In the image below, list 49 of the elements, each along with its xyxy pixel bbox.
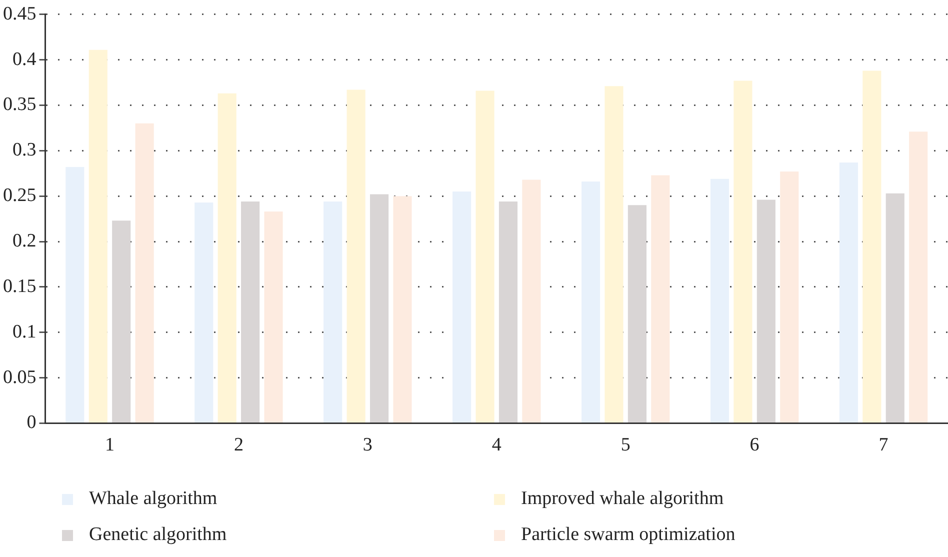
bar bbox=[604, 86, 624, 422]
bar bbox=[909, 132, 928, 422]
bar bbox=[780, 172, 799, 422]
bar bbox=[862, 70, 882, 422]
y-tick-label: 0.4 bbox=[12, 48, 37, 70]
bar bbox=[839, 162, 858, 422]
bar bbox=[393, 196, 412, 422]
bar bbox=[476, 90, 494, 422]
y-tick-label: 0.35 bbox=[3, 94, 36, 116]
legend-label: Genetic algorithm bbox=[89, 524, 227, 546]
bar bbox=[651, 175, 670, 422]
y-tick-label: 0.25 bbox=[3, 185, 36, 206]
bar bbox=[112, 220, 131, 422]
x-tick-label: 5 bbox=[620, 434, 630, 456]
y-tick-label: 0.05 bbox=[3, 366, 36, 388]
y-tick-label: 0.15 bbox=[3, 276, 36, 297]
bar bbox=[66, 167, 84, 422]
y-tick-label: 0.1 bbox=[12, 321, 36, 342]
legend-label: Improved whale algorithm bbox=[521, 488, 724, 510]
x-tick-label: 4 bbox=[492, 434, 502, 456]
bar bbox=[324, 202, 342, 422]
x-tick-label: 3 bbox=[362, 434, 372, 456]
x-tick-label: 6 bbox=[750, 434, 760, 456]
bar bbox=[522, 180, 541, 422]
bar bbox=[264, 212, 283, 422]
bar bbox=[710, 178, 730, 422]
legend-label: Particle swarm optimization bbox=[521, 524, 736, 546]
x-tick-label: 1 bbox=[104, 434, 114, 456]
bar bbox=[194, 202, 214, 422]
bar bbox=[581, 182, 600, 422]
x-tick-label: 2 bbox=[234, 434, 244, 456]
bar bbox=[452, 192, 472, 422]
bar bbox=[628, 205, 646, 422]
y-tick-label: 0 bbox=[26, 412, 36, 434]
bar bbox=[370, 194, 389, 422]
y-tick-label: 0.45 bbox=[3, 3, 36, 24]
bar bbox=[498, 202, 518, 422]
bar bbox=[218, 93, 236, 422]
bar bbox=[241, 202, 260, 422]
y-tick-label: 0.2 bbox=[12, 230, 36, 252]
bar bbox=[734, 80, 752, 422]
bar bbox=[886, 193, 904, 422]
legend-label: Whale algorithm bbox=[89, 488, 218, 510]
bar bbox=[346, 90, 366, 422]
bar bbox=[88, 50, 108, 422]
bar bbox=[756, 200, 776, 422]
y-tick-label: 0.3 bbox=[12, 140, 36, 161]
bar bbox=[135, 123, 154, 422]
x-tick-label: 7 bbox=[878, 434, 888, 456]
